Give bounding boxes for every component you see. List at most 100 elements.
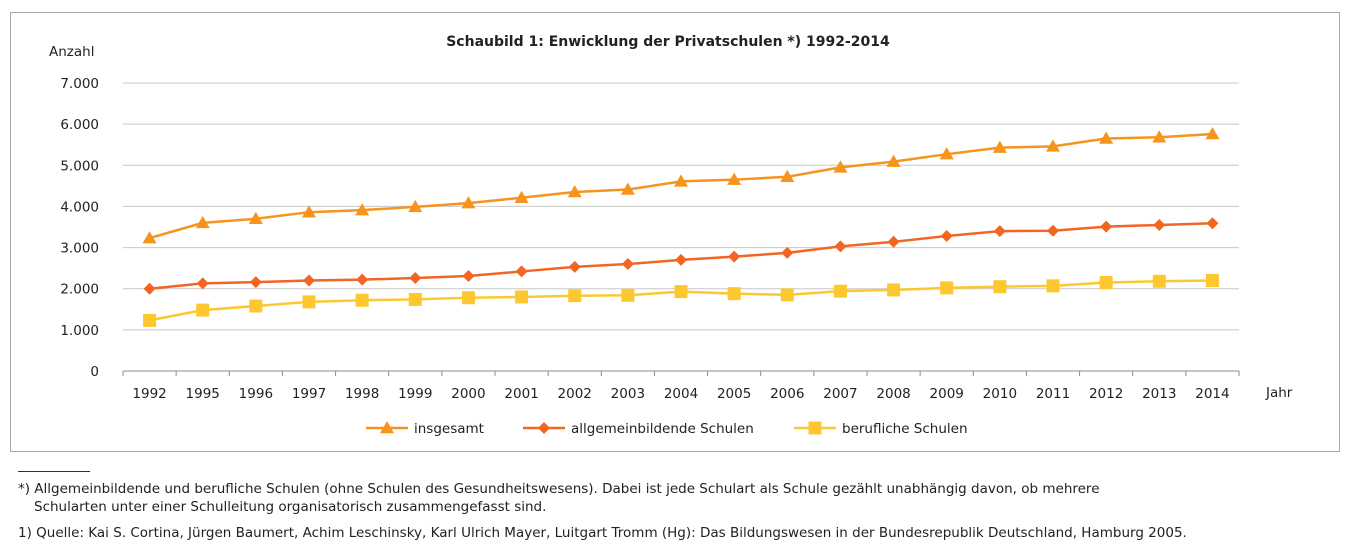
series-3: [143, 273, 1219, 327]
data-point: [461, 291, 475, 305]
data-point: [355, 203, 370, 216]
line-chart: Schaubild 1: Enwicklung der Privatschule…: [49, 34, 1293, 437]
data-point: [196, 277, 209, 290]
x-tick-label: 2009: [930, 386, 964, 402]
data-point: [1206, 217, 1219, 230]
data-point: [1205, 127, 1220, 140]
data-point: [142, 231, 157, 244]
data-point: [462, 269, 475, 282]
y-tick-label: 3.000: [60, 241, 99, 257]
data-point: [408, 292, 422, 306]
series-2: [143, 217, 1219, 295]
x-tick-label: 2010: [983, 386, 1017, 402]
data-point: [674, 285, 688, 299]
x-tick-label: 1995: [186, 386, 220, 402]
x-tick-label: 2000: [451, 386, 485, 402]
data-point: [781, 246, 794, 259]
data-point: [886, 154, 901, 167]
footnote-divider: [18, 471, 90, 472]
data-point: [1153, 218, 1166, 231]
x-tick-label: 1996: [239, 386, 273, 402]
data-point: [992, 140, 1007, 153]
legend-item: allgemeinbildende Schulen: [523, 421, 754, 437]
x-tick-label: 2002: [558, 386, 592, 402]
data-point: [1152, 274, 1166, 288]
x-tick-label: 2011: [1036, 386, 1070, 402]
data-point: [780, 288, 794, 302]
data-point: [143, 282, 156, 295]
data-point: [887, 235, 900, 248]
data-point: [408, 199, 423, 213]
data-point: [249, 299, 263, 313]
x-tick-label: 2001: [504, 386, 538, 402]
data-point: [833, 284, 847, 298]
data-point: [674, 174, 688, 187]
series-lines: [142, 127, 1220, 327]
data-point: [1046, 279, 1060, 293]
data-point: [1100, 220, 1113, 233]
data-point: [568, 260, 581, 273]
data-point: [727, 172, 742, 185]
x-tick-label: 2003: [611, 386, 645, 402]
legend-label: allgemeinbildende Schulen: [571, 421, 754, 437]
data-point: [1099, 276, 1113, 290]
y-tick-labels: 0 1.000 2.000 3.000 4.000 5.000 6.000 7.000: [60, 76, 99, 380]
footnote-asterisk-continued: Schularten unter einer Schulleitung orga…: [34, 499, 547, 515]
x-tick-label: 2004: [664, 386, 698, 402]
x-tick-label: 2008: [876, 386, 910, 402]
data-point: [302, 205, 316, 218]
data-point: [248, 211, 263, 225]
y-tick-label: 2.000: [60, 282, 99, 298]
y-tick-label: 5.000: [60, 158, 99, 174]
data-point: [1205, 273, 1219, 287]
data-point: [1152, 130, 1167, 143]
x-tick-label: 1999: [398, 386, 432, 402]
data-point: [1047, 224, 1059, 237]
x-tick-label: 1997: [292, 386, 326, 402]
data-point: [515, 290, 529, 304]
data-point: [409, 272, 422, 285]
legend-marker: [538, 422, 550, 434]
data-point: [567, 185, 582, 198]
data-point: [621, 288, 635, 302]
chart-frame: Schaubild 1: Enwicklung der Privatschule…: [10, 12, 1340, 452]
data-point: [727, 287, 741, 301]
x-tick-label: 2013: [1142, 386, 1176, 402]
data-point: [993, 225, 1006, 238]
data-point: [940, 230, 953, 243]
x-axis-label: Jahr: [1265, 385, 1293, 401]
data-point: [1046, 139, 1060, 152]
legend: insgesamt allgemeinbildende Schulen berufl…: [366, 421, 968, 437]
data-point: [196, 303, 210, 317]
data-point: [515, 265, 528, 278]
data-point: [195, 215, 210, 229]
x-tick-label: 2014: [1195, 386, 1229, 402]
x-tick-label: 1998: [345, 386, 379, 402]
data-point: [302, 295, 316, 309]
y-tick-label: 1.000: [60, 323, 99, 339]
data-point: [939, 147, 954, 160]
x-tick-labels: 1992 1995 1996 1997 1998 1999 2000 2001 2002 2003…: [132, 386, 1229, 402]
data-point: [143, 313, 157, 327]
legend-marker: [380, 421, 394, 434]
data-point: [780, 169, 795, 183]
data-point: [993, 280, 1007, 294]
data-point: [249, 276, 262, 289]
y-axis-label: Anzahl: [49, 44, 94, 60]
data-point: [833, 160, 848, 173]
x-tick-label: 2012: [1089, 386, 1123, 402]
x-tick-label: 1992: [132, 386, 166, 402]
data-point: [355, 293, 369, 307]
data-point: [568, 289, 582, 303]
data-point: [940, 281, 954, 295]
data-point: [834, 240, 847, 253]
data-point: [675, 253, 687, 266]
data-point: [303, 274, 315, 287]
data-point: [356, 273, 369, 286]
data-point: [461, 196, 476, 209]
y-tick-label: 7.000: [60, 76, 99, 92]
x-tick-label: 2006: [770, 386, 804, 402]
data-point: [621, 258, 634, 271]
legend-label: berufliche Schulen: [842, 421, 968, 437]
footnote-source: 1) Quelle: Kai S. Cortina, Jürgen Baumer…: [18, 525, 1187, 541]
